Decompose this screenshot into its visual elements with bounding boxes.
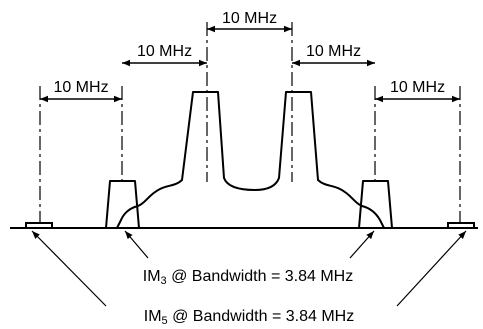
spacing-label-outer-right: 10 MHz	[390, 79, 445, 96]
dimension-arrows	[40, 25, 460, 103]
im5-annotation: IM5 @ Bandwidth = 3.84 MHz	[144, 308, 354, 327]
leader-lines	[31, 230, 467, 307]
im5-leader-left	[31, 230, 107, 307]
im5-prefix: IM	[144, 308, 162, 325]
im3-subscript: 3	[161, 275, 167, 287]
im3-left-trapezoid	[105, 180, 140, 229]
im5-leader-right	[396, 230, 467, 307]
im3-leader-right	[349, 230, 375, 259]
im5-suffix: @ Bandwidth = 3.84 MHz	[168, 308, 355, 325]
im3-right-trapezoid	[358, 180, 393, 229]
center-lines	[39, 22, 461, 222]
spacing-label-top: 10 MHz	[222, 10, 277, 27]
spectrum-envelope	[116, 91, 385, 229]
im3-annotation: IM3 @ Bandwidth = 3.84 MHz	[143, 268, 353, 287]
im5-subscript: 5	[162, 315, 168, 327]
spacing-label-outer-left: 10 MHz	[53, 79, 108, 96]
im5-right-block	[447, 222, 475, 229]
im3-leader-left	[124, 230, 149, 259]
spacing-label-inner-right: 10 MHz	[306, 43, 361, 60]
spacing-label-inner-left: 10 MHz	[137, 43, 192, 60]
im5-left-block	[25, 222, 53, 229]
im3-prefix: IM	[143, 268, 161, 285]
im3-suffix: @ Bandwidth = 3.84 MHz	[167, 268, 354, 285]
